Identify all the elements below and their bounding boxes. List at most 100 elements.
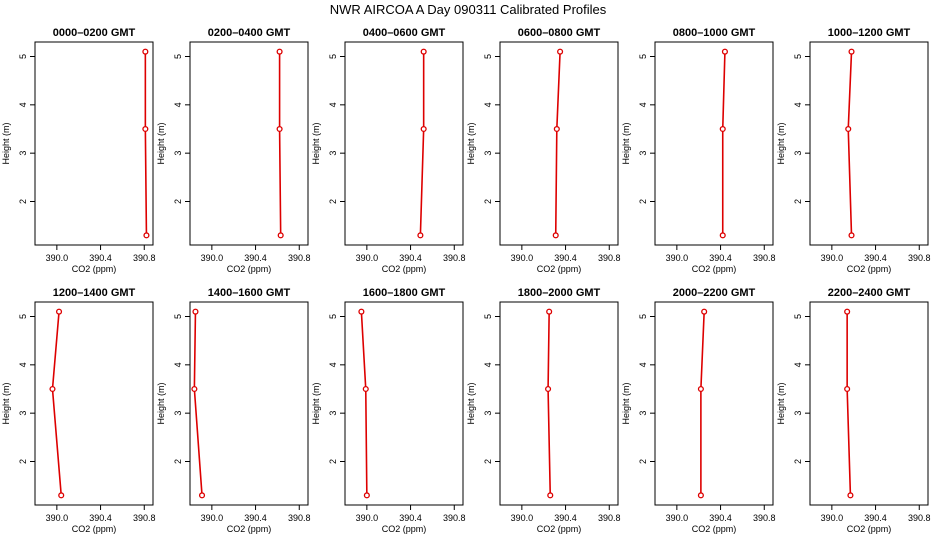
profile-point — [697, 492, 704, 499]
profile-point — [845, 125, 852, 133]
y-tick-label: 2 — [483, 459, 493, 464]
plot-frame — [34, 301, 154, 506]
x-tick-label: 390.4 — [709, 513, 732, 523]
panel-title: 1400–1600 GMT — [208, 287, 291, 299]
panel-title: 0600–0800 GMT — [518, 27, 601, 39]
y-tick-label: 4 — [483, 362, 493, 367]
x-axis-label: CO2 (ppm) — [227, 264, 272, 274]
panel: 1400–1600 GMT 390.0 390.4 390.8 2 3 4 5 CO2 (ppm… — [156, 287, 311, 534]
x-tick-label: 390.4 — [864, 513, 887, 523]
profile-point — [546, 308, 553, 315]
profile-point — [719, 125, 726, 133]
y-axis-label: Height (m) — [156, 122, 166, 164]
profile-point — [848, 232, 855, 239]
y-tick-label: 2 — [173, 199, 183, 204]
panel: 0600–0800 GMT 390.0 390.4 390.8 2 3 4 5 CO2 (ppm… — [466, 27, 621, 274]
profile-point — [847, 492, 854, 499]
x-axis-label: CO2 (ppm) — [227, 524, 272, 534]
y-tick-label: 5 — [483, 314, 493, 319]
y-tick-label: 2 — [18, 459, 28, 464]
profile-point — [721, 48, 728, 55]
x-tick-label: 390.8 — [443, 253, 466, 263]
profile-point — [49, 385, 56, 393]
profile-point — [552, 232, 559, 239]
y-tick-label: 3 — [328, 151, 338, 156]
panel: 1800–2000 GMT 390.0 390.4 390.8 2 3 4 5 CO2 (ppm… — [466, 287, 621, 534]
panel-title: 2200–2400 GMT — [828, 287, 911, 299]
x-tick-label: 390.0 — [821, 253, 844, 263]
profile-point — [848, 48, 855, 55]
panel: 0800–1000 GMT 390.0 390.4 390.8 2 3 4 5 CO2 (ppm… — [621, 27, 776, 274]
y-tick-label: 5 — [173, 314, 183, 319]
plot-frame — [344, 301, 464, 506]
x-tick-label: 390.4 — [244, 253, 267, 263]
panel: 0200–0400 GMT 390.0 390.4 390.8 2 3 4 5 CO2 (ppm… — [156, 27, 311, 274]
panel-title: 0000–0200 GMT — [53, 27, 136, 39]
x-tick-label: 390.4 — [554, 513, 577, 523]
x-tick-label: 390.0 — [511, 253, 534, 263]
profile-point — [547, 492, 554, 499]
profile-point — [143, 232, 150, 239]
y-tick-label: 3 — [483, 411, 493, 416]
y-tick-label: 4 — [328, 102, 338, 107]
y-tick-label: 5 — [793, 54, 803, 59]
profile-point — [363, 492, 370, 499]
y-tick-label: 3 — [328, 411, 338, 416]
x-axis-label: CO2 (ppm) — [382, 264, 427, 274]
plot-frame — [189, 41, 309, 246]
x-tick-label: 390.4 — [864, 253, 887, 263]
x-tick-label: 390.8 — [443, 513, 466, 523]
y-tick-label: 3 — [638, 411, 648, 416]
y-tick-label: 4 — [173, 102, 183, 107]
x-tick-label: 390.8 — [908, 253, 931, 263]
x-axis-label: CO2 (ppm) — [692, 264, 737, 274]
profile-point — [545, 385, 552, 393]
plot-frame — [34, 41, 154, 246]
x-tick-label: 390.8 — [753, 253, 776, 263]
x-tick-label: 390.8 — [133, 513, 156, 523]
plot-frame — [654, 301, 774, 506]
y-axis-label: Height (m) — [311, 382, 321, 424]
profile-point — [701, 308, 708, 315]
x-tick-label: 390.4 — [89, 253, 112, 263]
panel-title: 2000–2200 GMT — [673, 287, 756, 299]
plot-frame — [499, 41, 619, 246]
x-tick-label: 390.4 — [709, 253, 732, 263]
y-tick-label: 3 — [18, 411, 28, 416]
panel: 0000–0200 GMT 390.0 390.4 390.8 2 3 4 5 CO2 (ppm… — [1, 27, 156, 274]
y-tick-label: 2 — [18, 199, 28, 204]
y-tick-label: 4 — [483, 102, 493, 107]
y-tick-label: 4 — [18, 362, 28, 367]
y-tick-label: 3 — [483, 151, 493, 156]
panel: 2000–2200 GMT 390.0 390.4 390.8 2 3 4 5 CO2 (ppm… — [621, 287, 776, 534]
y-tick-label: 2 — [173, 459, 183, 464]
profile-point — [362, 385, 369, 393]
y-tick-label: 2 — [793, 199, 803, 204]
y-tick-label: 4 — [793, 102, 803, 107]
profile-point — [358, 308, 365, 315]
panel: 0400–0600 GMT 390.0 390.4 390.8 2 3 4 5 CO2 (ppm… — [311, 27, 466, 274]
profile-point — [420, 125, 427, 133]
panel-title: 1200–1400 GMT — [53, 287, 136, 299]
y-tick-label: 2 — [328, 459, 338, 464]
profile-point — [58, 492, 65, 499]
x-tick-label: 390.8 — [598, 253, 621, 263]
panel-title: 0800–1000 GMT — [673, 27, 756, 39]
plot-frame — [654, 41, 774, 246]
panel-title: 0400–0600 GMT — [363, 27, 446, 39]
y-axis-label: Height (m) — [311, 122, 321, 164]
panel: 1000–1200 GMT 390.0 390.4 390.8 2 3 4 5 CO2 (ppm… — [776, 27, 931, 274]
y-tick-label: 2 — [328, 199, 338, 204]
profile-point — [844, 385, 851, 393]
x-tick-label: 390.8 — [288, 253, 311, 263]
x-axis-label: CO2 (ppm) — [537, 264, 582, 274]
x-tick-label: 390.0 — [46, 513, 69, 523]
profile-point — [277, 232, 284, 239]
plot-frame — [809, 41, 929, 246]
y-axis-label: Height (m) — [466, 382, 476, 424]
y-tick-label: 2 — [483, 199, 493, 204]
y-tick-label: 4 — [328, 362, 338, 367]
x-tick-label: 390.0 — [666, 253, 689, 263]
y-axis-label: Height (m) — [1, 122, 11, 164]
